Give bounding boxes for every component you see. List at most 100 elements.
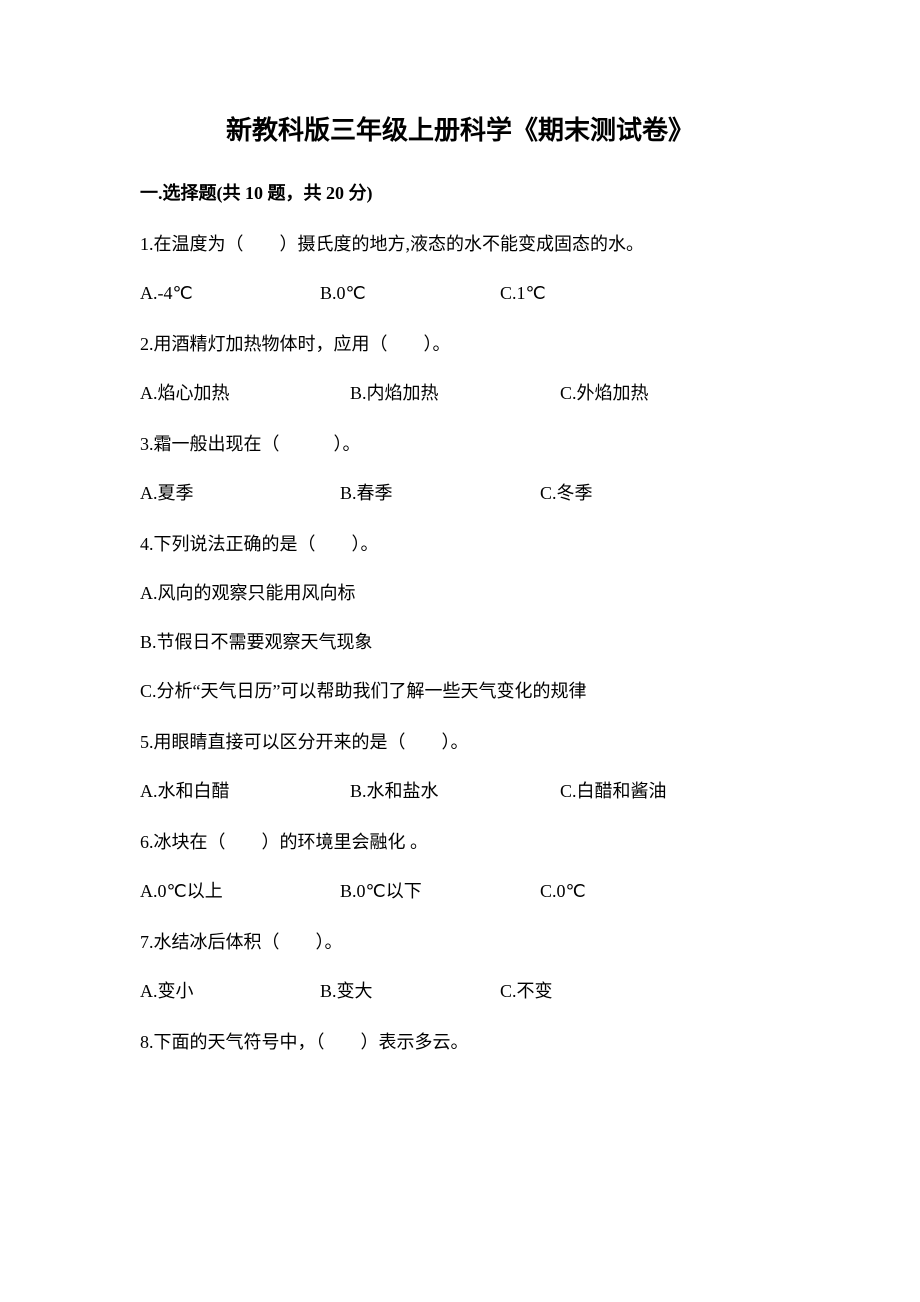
option-text: 内焰加热 [367,383,439,403]
option-text: 0℃ [557,881,586,901]
option-text: 水和白醋 [158,781,230,801]
question: 4.下列说法正确的是（ ）。 A.风向的观察只能用风向标 B.节假日不需要观察天气现… [140,531,780,705]
option-label: A. [140,383,158,403]
question-number: 7. [140,932,154,952]
option-label: A. [140,583,158,603]
question: 2.用酒精灯加热物体时，应用（ ）。A.焰心加热B.内焰加热C.外焰加热 [140,331,780,407]
section-number: 一. [140,183,163,203]
question-text: 5.用眼睛直接可以区分开来的是（ ）。 [140,729,780,756]
option-text: 不变 [517,981,553,1001]
option: B.春季 [340,480,540,507]
option-text: 节假日不需要观察天气现象 [157,632,373,652]
option-label: B. [340,881,357,901]
question: 7.水结冰后体积（ ）。A.变小B.变大C.不变 [140,929,780,1005]
option-text: 变大 [337,981,373,1001]
option: C.不变 [500,978,680,1005]
option-label: A. [140,283,158,303]
exam-page: 新教科版三年级上册科学《期末测试卷》 一.选择题(共 10 题，共 20 分) … [0,0,920,1056]
option-text: 春季 [357,483,393,503]
question-number: 4. [140,534,154,554]
option: C.外焰加热 [560,380,770,407]
option: B.内焰加热 [350,380,560,407]
option: B.0℃ [320,280,500,307]
section-meta: (共 10 题，共 20 分) [217,183,373,203]
option: C.白醋和酱油 [560,778,770,805]
option-label: A. [140,981,158,1001]
option: A.夏季 [140,480,340,507]
option-text: 夏季 [158,483,194,503]
question-text: 2.用酒精灯加热物体时，应用（ ）。 [140,331,780,358]
question-stem: 冰块在（ ）的环境里会融化 。 [154,832,429,852]
option-text: 0℃以上 [158,881,223,901]
question: 1.在温度为（ ）摄氏度的地方,液态的水不能变成固态的水。A.-4℃B.0℃C.… [140,231,780,307]
question-number: 5. [140,732,154,752]
option-text: 1℃ [517,283,546,303]
question-stem: 在温度为（ ）摄氏度的地方,液态的水不能变成固态的水。 [154,234,645,254]
option-label: C. [500,283,517,303]
option-label: C. [540,881,557,901]
option-text: 白醋和酱油 [577,781,667,801]
options: A.-4℃B.0℃C.1℃ [140,280,780,307]
question-stem: 用眼睛直接可以区分开来的是（ ）。 [154,732,469,752]
question-text: 6.冰块在（ ）的环境里会融化 。 [140,829,780,856]
option-label: A. [140,881,158,901]
question-text: 3.霜一般出现在（ ）。 [140,431,780,458]
question-list: 1.在温度为（ ）摄氏度的地方,液态的水不能变成固态的水。A.-4℃B.0℃C.… [140,231,780,1056]
options: A.焰心加热B.内焰加热C.外焰加热 [140,380,780,407]
question: 8.下面的天气符号中，（ ）表示多云。 [140,1029,780,1056]
option-text: 变小 [158,981,194,1001]
question: 6.冰块在（ ）的环境里会融化 。A.0℃以上B.0℃以下C.0℃ [140,829,780,905]
question-stem: 下面的天气符号中，（ ）表示多云。 [154,1032,469,1052]
option: B.节假日不需要观察天气现象 [140,629,780,656]
option-label: B. [350,781,367,801]
option: A.-4℃ [140,280,320,307]
option: C.1℃ [500,280,680,307]
question-number: 2. [140,334,154,354]
option-label: C. [140,681,157,701]
question-stem: 水结冰后体积（ ）。 [154,932,343,952]
question-number: 1. [140,234,154,254]
option-text: 0℃以下 [357,881,422,901]
option-label: C. [560,383,577,403]
option-label: B. [320,981,337,1001]
option-label: B. [350,383,367,403]
question-text: 1.在温度为（ ）摄氏度的地方,液态的水不能变成固态的水。 [140,231,780,258]
option-text: -4℃ [158,283,193,303]
option-text: 焰心加热 [158,383,230,403]
option-label: C. [500,981,517,1001]
question-stem: 用酒精灯加热物体时，应用（ ）。 [154,334,451,354]
option: C.分析“天气日历”可以帮助我们了解一些天气变化的规律 [140,678,780,705]
option: A.焰心加热 [140,380,350,407]
options: A.变小B.变大C.不变 [140,978,780,1005]
option: A.水和白醋 [140,778,350,805]
options: A.夏季B.春季C.冬季 [140,480,780,507]
option-label: C. [560,781,577,801]
section-name: 选择题 [163,183,217,203]
question-stem: 下列说法正确的是（ ）。 [154,534,379,554]
option: A.0℃以上 [140,878,340,905]
question-number: 6. [140,832,154,852]
options: A.水和白醋B.水和盐水C.白醋和酱油 [140,778,780,805]
question: 3.霜一般出现在（ ）。A.夏季B.春季C.冬季 [140,431,780,507]
option: B.0℃以下 [340,878,540,905]
option-text: 分析“天气日历”可以帮助我们了解一些天气变化的规律 [157,681,587,701]
option: B.水和盐水 [350,778,560,805]
question-number: 8. [140,1032,154,1052]
option: B.变大 [320,978,500,1005]
option-label: A. [140,483,158,503]
question: 5.用眼睛直接可以区分开来的是（ ）。A.水和白醋B.水和盐水C.白醋和酱油 [140,729,780,805]
question-stem: 霜一般出现在（ ）。 [154,434,361,454]
option-label: B. [140,632,157,652]
option: A.风向的观察只能用风向标 [140,580,780,607]
option-label: B. [320,283,337,303]
options: A.0℃以上B.0℃以下C.0℃ [140,878,780,905]
exam-title: 新教科版三年级上册科学《期末测试卷》 [140,110,780,147]
option-label: B. [340,483,357,503]
question-text: 4.下列说法正确的是（ ）。 [140,531,780,558]
option-label: A. [140,781,158,801]
option-label: C. [540,483,557,503]
question-text: 8.下面的天气符号中，（ ）表示多云。 [140,1029,780,1056]
question-number: 3. [140,434,154,454]
section-header: 一.选择题(共 10 题，共 20 分) [140,179,780,205]
option: C.0℃ [540,878,740,905]
